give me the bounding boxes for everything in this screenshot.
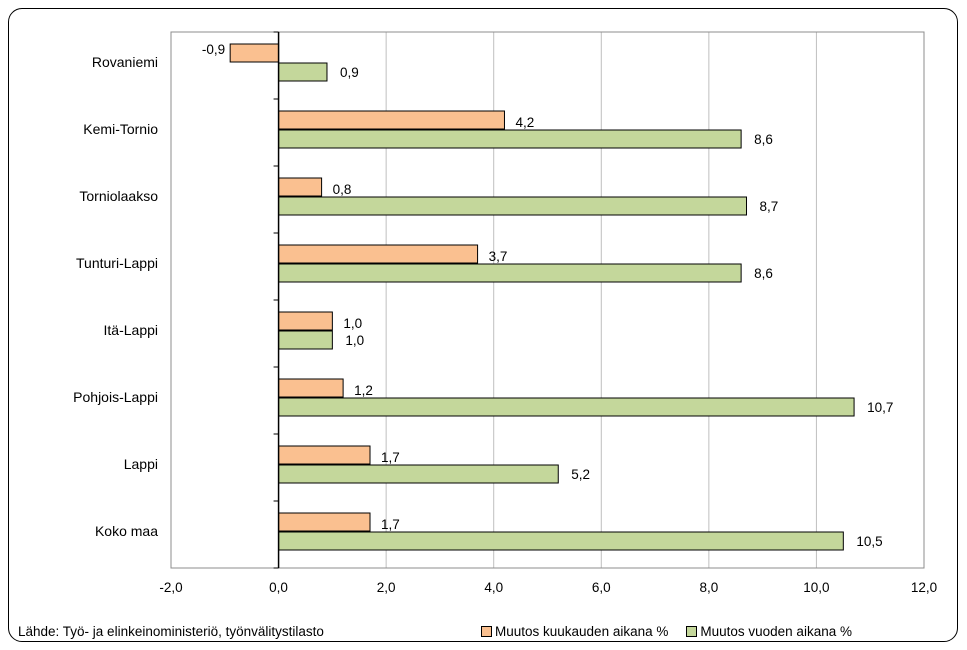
data-label-yearly-7: 10,5 [856,534,882,549]
data-label-monthly-7: 1,7 [381,517,400,532]
data-label-monthly-0: -0,9 [202,42,225,57]
bar-yearly-4 [278,330,333,350]
category-label-5: Pohjois-Lappi [73,389,158,405]
x-tick-label-6: 10,0 [803,580,829,595]
legend-item-yearly: Muutos vuoden aikana % [686,624,852,639]
data-label-yearly-3: 8,6 [754,266,773,281]
x-tick-label-7: 12,0 [911,580,937,595]
category-label-3: Tunturi-Lappi [76,255,158,271]
category-label-0: Rovaniemi [92,54,158,70]
data-label-monthly-4: 1,0 [343,316,362,331]
plot-area [170,31,925,569]
data-label-yearly-0: 0,9 [340,65,359,80]
bar-monthly-6 [278,445,371,465]
x-tick-label-5: 8,0 [699,580,718,595]
x-tick-label-2: 2,0 [377,580,396,595]
category-label-4: Itä-Lappi [104,322,158,338]
bar-yearly-7 [278,531,844,551]
data-label-yearly-4: 1,0 [345,333,364,348]
x-tick-label-4: 6,0 [592,580,611,595]
bar-yearly-5 [278,397,855,417]
bar-yearly-6 [278,464,559,484]
legend-item-monthly: Muutos kuukauden aikana % [481,624,668,639]
x-tick-label-3: 4,0 [484,580,503,595]
legend-swatch-yearly [686,626,698,637]
bar-monthly-2 [278,177,323,197]
category-label-1: Kemi-Tornio [83,121,158,137]
category-label-7: Koko maa [95,523,158,539]
data-label-monthly-6: 1,7 [381,450,400,465]
data-label-yearly-2: 8,7 [760,199,779,214]
data-label-yearly-5: 10,7 [867,400,893,415]
data-label-yearly-6: 5,2 [571,467,590,482]
category-label-6: Lappi [124,456,158,472]
legend: Muutos kuukauden aikana % Muutos vuoden … [481,624,852,639]
bar-yearly-3 [278,263,742,283]
source-note: Lähde: Työ- ja elinkeinoministeriö, työn… [18,624,324,639]
x-tick-label-1: 0,0 [269,580,288,595]
legend-label-monthly: Muutos kuukauden aikana % [495,624,669,639]
bar-monthly-4 [278,311,333,331]
data-label-yearly-1: 8,6 [754,132,773,147]
bar-monthly-1 [278,110,505,130]
data-label-monthly-2: 0,8 [333,182,352,197]
bar-yearly-0 [278,62,328,82]
category-label-2: Torniolaakso [79,188,158,204]
legend-swatch-monthly [481,626,492,637]
bar-yearly-1 [278,129,742,149]
bar-monthly-5 [278,378,344,398]
x-tick-label-0: -2,0 [159,580,182,595]
bar-monthly-3 [278,244,479,264]
data-label-monthly-3: 3,7 [489,249,508,264]
bar-monthly-7 [278,512,371,532]
data-label-monthly-5: 1,2 [354,383,373,398]
data-label-monthly-1: 4,2 [515,115,534,130]
bar-yearly-2 [278,196,748,216]
bar-monthly-0 [229,43,280,63]
legend-label-yearly: Muutos vuoden aikana % [700,624,852,639]
